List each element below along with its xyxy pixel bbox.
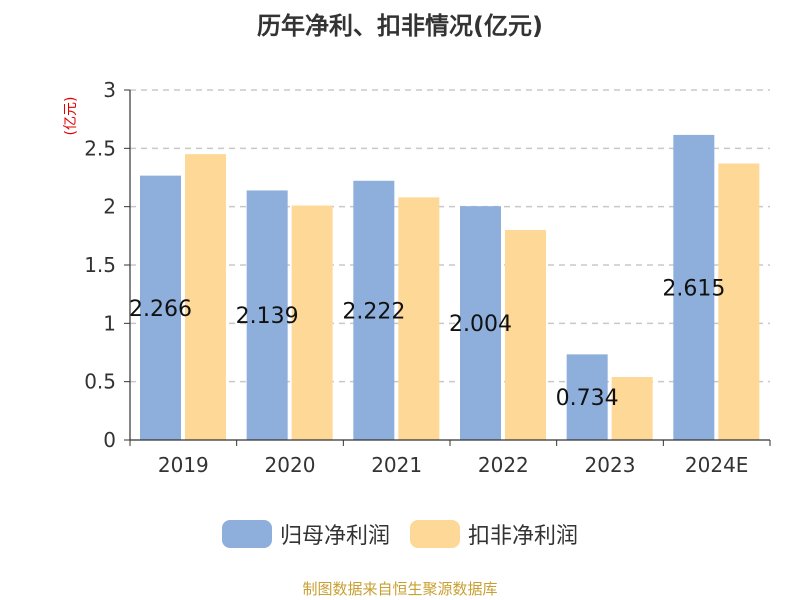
bar-series-1	[185, 154, 226, 440]
y-tick-label: 1.5	[84, 253, 116, 277]
bar-series-0	[566, 354, 608, 440]
y-tick-label: 3	[103, 78, 116, 102]
bar-series-0	[673, 134, 715, 440]
data-label: 2.222	[342, 299, 405, 324]
x-tick-label: 2020	[265, 453, 316, 477]
x-tick-label: 2022	[478, 453, 529, 477]
bars-group	[140, 134, 760, 440]
data-labels: 2.266 2.139 2.222 2.004 0.734 2.615	[129, 276, 725, 411]
legend: 归母净利润 扣非净利润	[0, 518, 800, 550]
bar-series-1	[718, 163, 760, 440]
gridlines	[130, 89, 770, 383]
axes: 0 0.5 1 1.5 2 2.5 3 2019 2020 2021 2022 2023 2024E	[84, 78, 771, 477]
data-label: 2.004	[449, 312, 512, 337]
legend-item-series-1[interactable]: 扣非净利润	[410, 518, 578, 550]
y-tick-label: 0	[103, 428, 116, 452]
data-label: 2.266	[129, 297, 192, 322]
data-label: 0.734	[556, 386, 619, 411]
x-tick-label: 2024E	[685, 453, 749, 477]
bar-series-1	[291, 205, 333, 440]
legend-swatch-series-0	[221, 520, 272, 548]
bar-series-1	[611, 377, 653, 440]
x-tick-label: 2023	[585, 453, 636, 477]
bar-series-0	[460, 206, 501, 440]
data-source-note: 制图数据来自恒生聚源数据库	[302, 580, 498, 598]
data-label: 2.615	[662, 276, 725, 301]
bar-series-1	[505, 230, 546, 440]
bar-series-0	[246, 190, 288, 440]
x-tick-label: 2019	[158, 453, 209, 477]
legend-label-series-0: 归母净利润	[279, 524, 390, 549]
legend-swatch-series-1	[410, 520, 460, 548]
chart-title: 历年净利、扣非情况(亿元)	[257, 12, 543, 40]
y-tick-label: 1	[103, 311, 116, 335]
bar-series-1	[398, 197, 440, 440]
legend-label-series-1: 扣非净利润	[468, 524, 579, 549]
legend-item-series-0[interactable]: 归母净利润	[221, 518, 390, 550]
bar-series-0	[353, 180, 395, 440]
y-tick-label: 2	[103, 195, 116, 219]
bar-series-0	[140, 175, 181, 440]
x-tick-label: 2021	[371, 453, 422, 477]
y-tick-label: 0.5	[84, 370, 116, 394]
data-label: 2.139	[236, 304, 299, 329]
y-tick-label: 2.5	[84, 136, 116, 160]
